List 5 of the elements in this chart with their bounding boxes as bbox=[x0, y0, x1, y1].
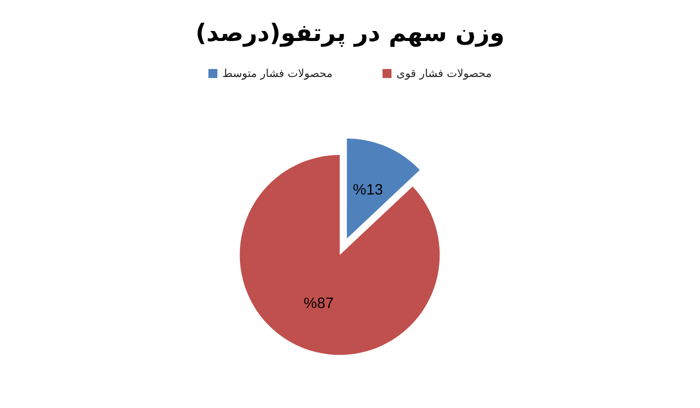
chart-title: وزن سهم در پرتفو(درصد) bbox=[195, 19, 505, 47]
legend-label: محصولات فشار متوسط bbox=[222, 67, 333, 80]
legend-label: محصولات فشار قوی bbox=[396, 67, 492, 80]
data-label: %13 bbox=[352, 181, 383, 198]
data-label: %87 bbox=[304, 295, 334, 312]
